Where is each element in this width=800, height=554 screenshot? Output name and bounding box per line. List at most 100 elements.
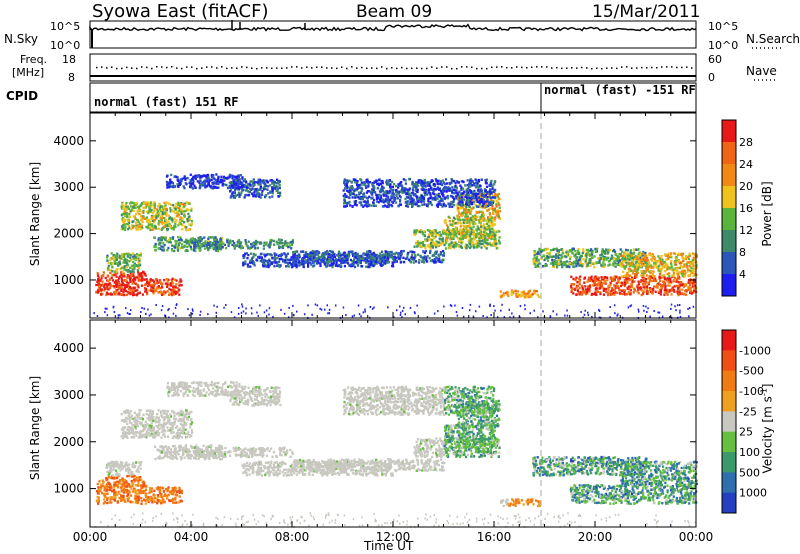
power-cell bbox=[96, 272, 99, 275]
power-cell bbox=[410, 255, 413, 259]
power-cell bbox=[557, 262, 561, 265]
power-cell bbox=[101, 292, 104, 296]
power-cell bbox=[115, 282, 118, 285]
power-cell bbox=[613, 284, 616, 287]
power-cell bbox=[136, 209, 139, 212]
freq-dot bbox=[676, 66, 678, 69]
power-cell bbox=[429, 193, 432, 197]
power-cell bbox=[166, 285, 169, 288]
power-cell bbox=[682, 285, 685, 288]
power-cell bbox=[492, 229, 495, 232]
power-cell bbox=[639, 265, 643, 268]
power-cell bbox=[176, 176, 179, 179]
power-cell bbox=[365, 256, 368, 260]
power-cell bbox=[623, 283, 626, 286]
power-cell bbox=[141, 202, 144, 205]
power-cell bbox=[297, 261, 301, 264]
power-cell bbox=[114, 254, 117, 257]
power-cell bbox=[686, 270, 689, 273]
power-cell bbox=[243, 255, 246, 259]
power-cell bbox=[173, 185, 176, 188]
freq-dot bbox=[281, 67, 283, 69]
power-cell bbox=[126, 262, 129, 265]
power-cell bbox=[242, 264, 245, 267]
power-cell bbox=[675, 280, 678, 283]
power-cell bbox=[162, 225, 166, 229]
power-cell bbox=[221, 184, 224, 187]
power-cell bbox=[608, 284, 611, 287]
power-cell bbox=[496, 210, 499, 213]
power-cell bbox=[646, 268, 649, 271]
power-cell bbox=[678, 291, 681, 294]
power-cell bbox=[660, 269, 663, 273]
power-cell bbox=[693, 270, 696, 273]
power-cell bbox=[425, 188, 428, 192]
power-cell bbox=[572, 283, 576, 286]
power-cell bbox=[435, 240, 438, 243]
freq-dot bbox=[556, 66, 558, 69]
power-cell bbox=[642, 252, 645, 255]
power-cell bbox=[606, 250, 609, 253]
power-cell bbox=[525, 293, 528, 297]
power-cell bbox=[493, 239, 496, 242]
freq-dot bbox=[261, 67, 263, 69]
power-cell bbox=[462, 190, 466, 193]
power-cell bbox=[347, 262, 350, 265]
power-cell bbox=[198, 184, 202, 188]
power-cell bbox=[255, 258, 258, 262]
power-cell bbox=[469, 240, 472, 243]
power-cell bbox=[461, 205, 464, 208]
power-cell bbox=[648, 275, 651, 278]
power-cell bbox=[522, 293, 526, 296]
power-cell bbox=[357, 264, 360, 267]
power-cell bbox=[599, 286, 602, 290]
power-cell bbox=[679, 266, 682, 270]
power-cell bbox=[130, 287, 133, 290]
power-cell bbox=[589, 248, 592, 251]
power-cell bbox=[573, 265, 576, 268]
power-cell bbox=[243, 196, 246, 199]
freq-dot bbox=[181, 67, 183, 70]
power-cell bbox=[167, 220, 170, 223]
power-cell bbox=[626, 280, 629, 284]
power-cell bbox=[426, 239, 429, 242]
power-cell bbox=[268, 245, 271, 249]
power-cell bbox=[287, 245, 290, 249]
power-cell bbox=[604, 252, 607, 255]
power-cell bbox=[687, 285, 690, 289]
power-cell bbox=[642, 262, 646, 266]
power-cell bbox=[624, 257, 627, 261]
power-cell bbox=[109, 269, 112, 272]
power-cell bbox=[228, 175, 231, 178]
power-cell bbox=[486, 209, 489, 212]
power-cell bbox=[615, 258, 618, 261]
power-cell bbox=[554, 256, 558, 260]
power-cell bbox=[228, 181, 231, 184]
power-cell bbox=[637, 292, 640, 295]
power-cell bbox=[192, 239, 196, 242]
freq-dot bbox=[571, 67, 573, 69]
power-cell bbox=[276, 182, 279, 185]
power-cell bbox=[158, 211, 161, 215]
power-cell bbox=[100, 289, 103, 293]
power-cell bbox=[512, 291, 515, 295]
power-cell bbox=[193, 184, 196, 187]
power-cell bbox=[327, 254, 330, 257]
power-cell bbox=[167, 182, 170, 185]
power-cell bbox=[149, 283, 152, 287]
power-cell bbox=[468, 211, 471, 214]
power-cell bbox=[139, 252, 142, 255]
power-cell bbox=[675, 284, 678, 288]
power-cell bbox=[556, 266, 559, 269]
power-cell bbox=[398, 194, 401, 198]
power-cell bbox=[266, 188, 269, 191]
freq-dot bbox=[101, 66, 103, 68]
power-cell bbox=[166, 283, 169, 286]
power-cell bbox=[183, 240, 186, 244]
power-cell bbox=[150, 289, 153, 293]
power-cell bbox=[588, 290, 591, 293]
freq-dot bbox=[301, 67, 303, 69]
power-cell bbox=[179, 216, 182, 219]
power-cell bbox=[566, 265, 569, 268]
power-cell bbox=[180, 210, 183, 213]
